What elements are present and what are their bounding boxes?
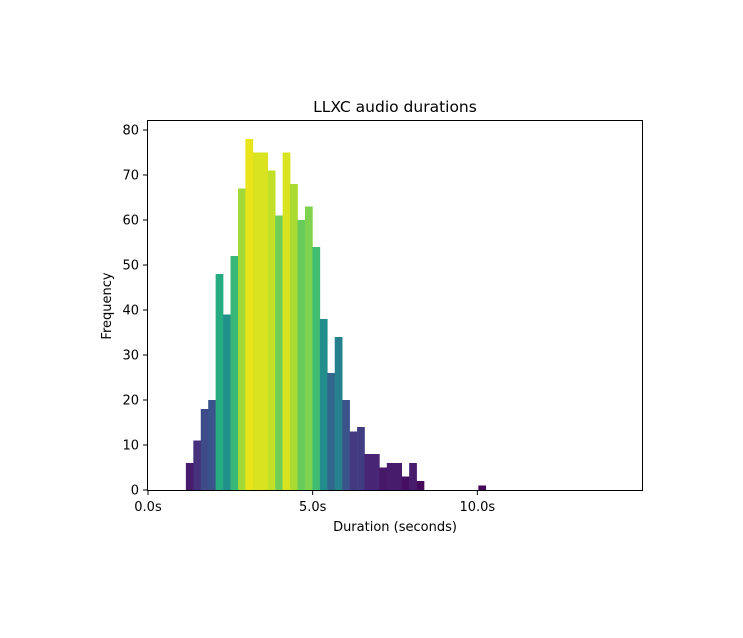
- histogram-bar: [371, 454, 380, 490]
- y-tick-label: 10: [122, 439, 139, 454]
- y-tick-label: 0: [131, 484, 139, 499]
- plot-frame: [147, 120, 643, 491]
- y-tick-label: 30: [122, 349, 139, 364]
- y-tick-label: 70: [122, 169, 139, 184]
- x-tick-label: 0.0s: [134, 500, 162, 515]
- histogram-bar: [237, 188, 246, 490]
- histogram-bar: [416, 481, 425, 490]
- histogram-bar: [357, 427, 365, 490]
- x-axis-label: Duration (seconds): [333, 520, 457, 535]
- x-tick-label: 5.0s: [299, 500, 327, 515]
- histogram-bar: [478, 485, 487, 490]
- y-tick-label: 20: [122, 394, 139, 409]
- histogram-bar: [290, 184, 298, 490]
- histogram-bar: [409, 463, 417, 490]
- bars-group: [185, 139, 487, 490]
- histogram-bar: [349, 431, 358, 490]
- histogram-bar: [193, 440, 202, 490]
- y-tick-label: 60: [122, 214, 139, 229]
- histogram-bar: [379, 467, 388, 490]
- histogram-bar: [312, 247, 321, 490]
- histogram-bar: [245, 139, 254, 490]
- histogram-bar: [267, 170, 276, 490]
- histogram-bar: [252, 152, 261, 490]
- histogram-bar: [208, 400, 216, 490]
- histogram-bar: [260, 152, 269, 490]
- histogram-bar: [394, 463, 403, 490]
- y-axis: 0 10 20 30 40 50 60 70 80: [122, 124, 148, 499]
- histogram-bar: [297, 220, 306, 490]
- x-tick-label: 10.0s: [459, 500, 495, 515]
- histogram-bar: [364, 454, 373, 490]
- y-tick-label: 40: [122, 304, 139, 319]
- histogram-bar: [185, 463, 194, 490]
- y-tick-label: 50: [122, 259, 139, 274]
- x-axis: 0.0s 5.0s 10.0s: [134, 490, 495, 515]
- histogram-bar: [386, 463, 395, 490]
- histogram-bar: [327, 373, 336, 490]
- chart-title: LLXC audio durations: [313, 98, 477, 116]
- histogram-bar: [200, 409, 209, 490]
- y-tick-label: 80: [122, 124, 139, 139]
- histogram-bar: [342, 400, 350, 490]
- histogram-bar: [304, 206, 313, 490]
- y-axis-label: Frequency: [100, 272, 115, 339]
- histogram-bar: [401, 476, 410, 490]
- histogram-bar: [319, 319, 328, 490]
- histogram-bar: [334, 337, 343, 490]
- histogram-bar: [275, 215, 283, 490]
- histogram-bar: [282, 152, 291, 490]
- histogram-bar: [223, 314, 231, 490]
- histogram-bar: [230, 256, 239, 490]
- histogram-bar: [215, 274, 224, 490]
